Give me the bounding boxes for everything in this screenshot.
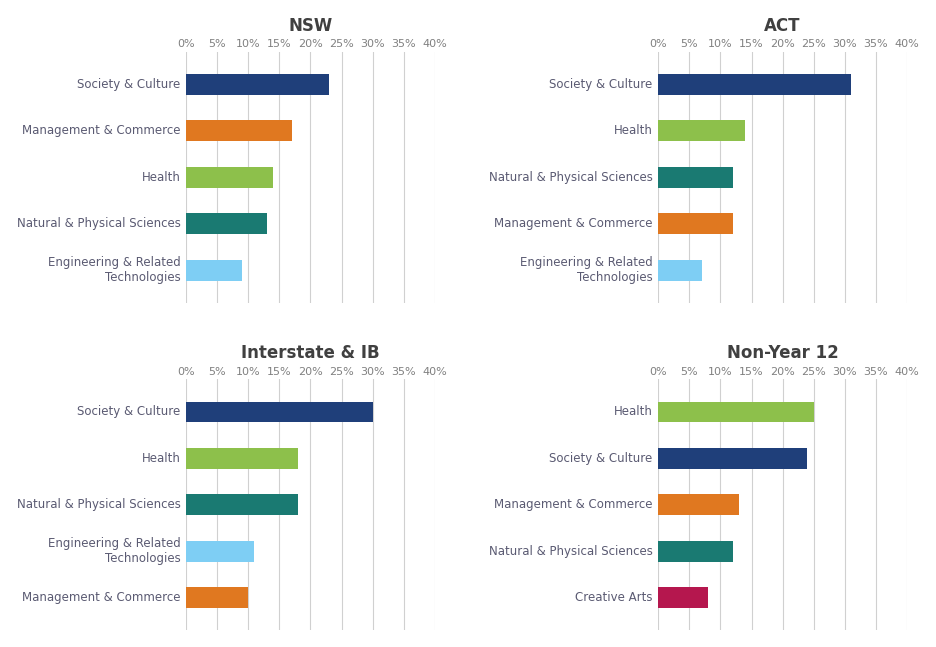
Title: Interstate & IB: Interstate & IB [241,344,380,362]
Bar [658,74,851,94]
Bar [186,167,273,188]
Title: ACT: ACT [765,17,801,35]
Bar [186,214,267,234]
Bar [186,494,298,516]
Bar [186,448,298,469]
Bar [658,541,733,562]
Bar [658,494,739,516]
Bar [186,120,292,141]
Bar [186,259,242,281]
Bar [658,167,733,188]
Bar [658,448,808,469]
Bar [658,587,708,608]
Title: Non-Year 12: Non-Year 12 [726,344,839,362]
Title: NSW: NSW [288,17,332,35]
Bar [658,259,702,281]
Bar [658,214,733,234]
Bar [186,74,329,94]
Bar [186,587,248,608]
Bar [658,120,745,141]
Bar [186,541,255,562]
Bar [186,402,373,422]
Bar [658,402,813,422]
